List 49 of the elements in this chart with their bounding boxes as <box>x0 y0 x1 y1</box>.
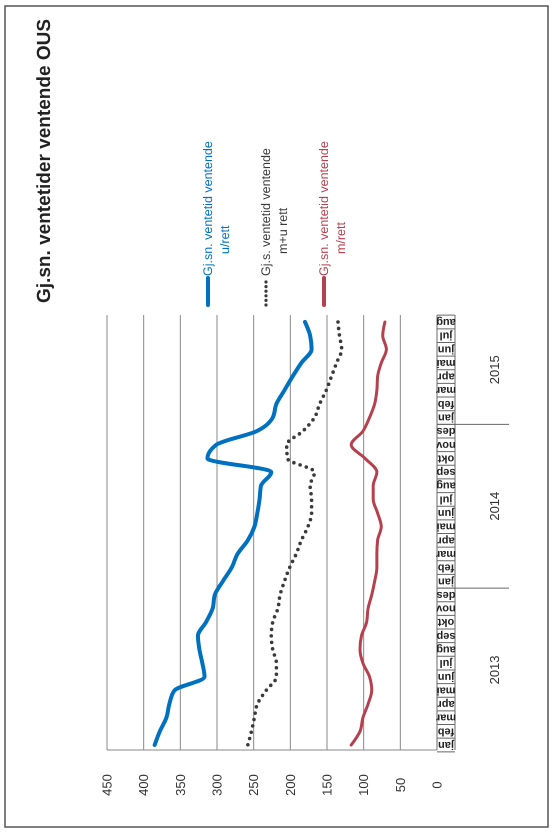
y-tick-label: jun <box>437 507 456 520</box>
x-tick-label: 350 <box>172 774 188 796</box>
y-tick-label: mar <box>435 712 456 724</box>
y-tick-label: feb <box>437 562 454 574</box>
x-tick-label: 100 <box>356 774 372 796</box>
y-tick-label: mai <box>436 684 456 696</box>
y-tick-label: jul <box>440 330 454 342</box>
y-tick-label: aug <box>436 480 456 492</box>
y-tick-label: okt <box>437 452 454 464</box>
y-tick-label: okt <box>437 616 454 628</box>
y-tick-label: feb <box>437 725 454 738</box>
y-tick-label: apr <box>436 370 455 383</box>
y-tick-label: sep <box>436 630 456 642</box>
text: Gj.s. ventetid ventende m+u rett <box>259 148 290 276</box>
y-tick-label: des <box>436 588 456 601</box>
text: 2014 <box>487 492 502 521</box>
text: 2015 <box>487 355 502 384</box>
y-tick-label: mar <box>435 548 456 560</box>
y-tick-label: jun <box>437 343 456 356</box>
x-tick-label: 250 <box>246 774 262 796</box>
y-tick-label: aug <box>436 643 456 656</box>
y-tick-label: sep <box>436 466 456 478</box>
y-tick-label: apr <box>436 534 455 546</box>
text: Gj.sn. ventetid ventende m/rett <box>317 141 348 276</box>
x-tick-label: 0 <box>430 781 444 789</box>
x-tick-label: 400 <box>136 774 152 796</box>
y-tick-label: jul <box>440 493 454 506</box>
y-tick-label: mar <box>435 384 456 396</box>
y-tick-label: jul <box>440 657 454 670</box>
y-tick-label: nov <box>435 602 456 615</box>
x-tick-label: 450 <box>100 774 114 796</box>
y-tick-label: jan <box>438 739 455 751</box>
y-tick-label: feb <box>437 398 454 410</box>
y-tick-label: des <box>436 425 456 438</box>
y-tick-label: jan <box>438 575 455 588</box>
x-tick-label: 200 <box>282 774 298 796</box>
y-tick-label: jan <box>438 412 455 424</box>
x-tick-label: 150 <box>320 774 334 796</box>
text: Gj.sn. ventetid ventende u/rett <box>201 141 232 276</box>
x-tick-label: 50 <box>392 778 408 792</box>
x-tick-label: 300 <box>210 774 224 796</box>
y-tick-label: mai <box>436 520 456 533</box>
chart-title: Gj.sn. ventetider ventende OUS <box>34 18 55 303</box>
y-tick-label: nov <box>435 438 456 451</box>
y-tick-label: aug <box>436 316 456 328</box>
y-tick-label: apr <box>436 698 455 710</box>
y-tick-label: mai <box>436 356 456 369</box>
text: 2013 <box>487 655 502 684</box>
y-tick-label: jun <box>437 670 456 683</box>
